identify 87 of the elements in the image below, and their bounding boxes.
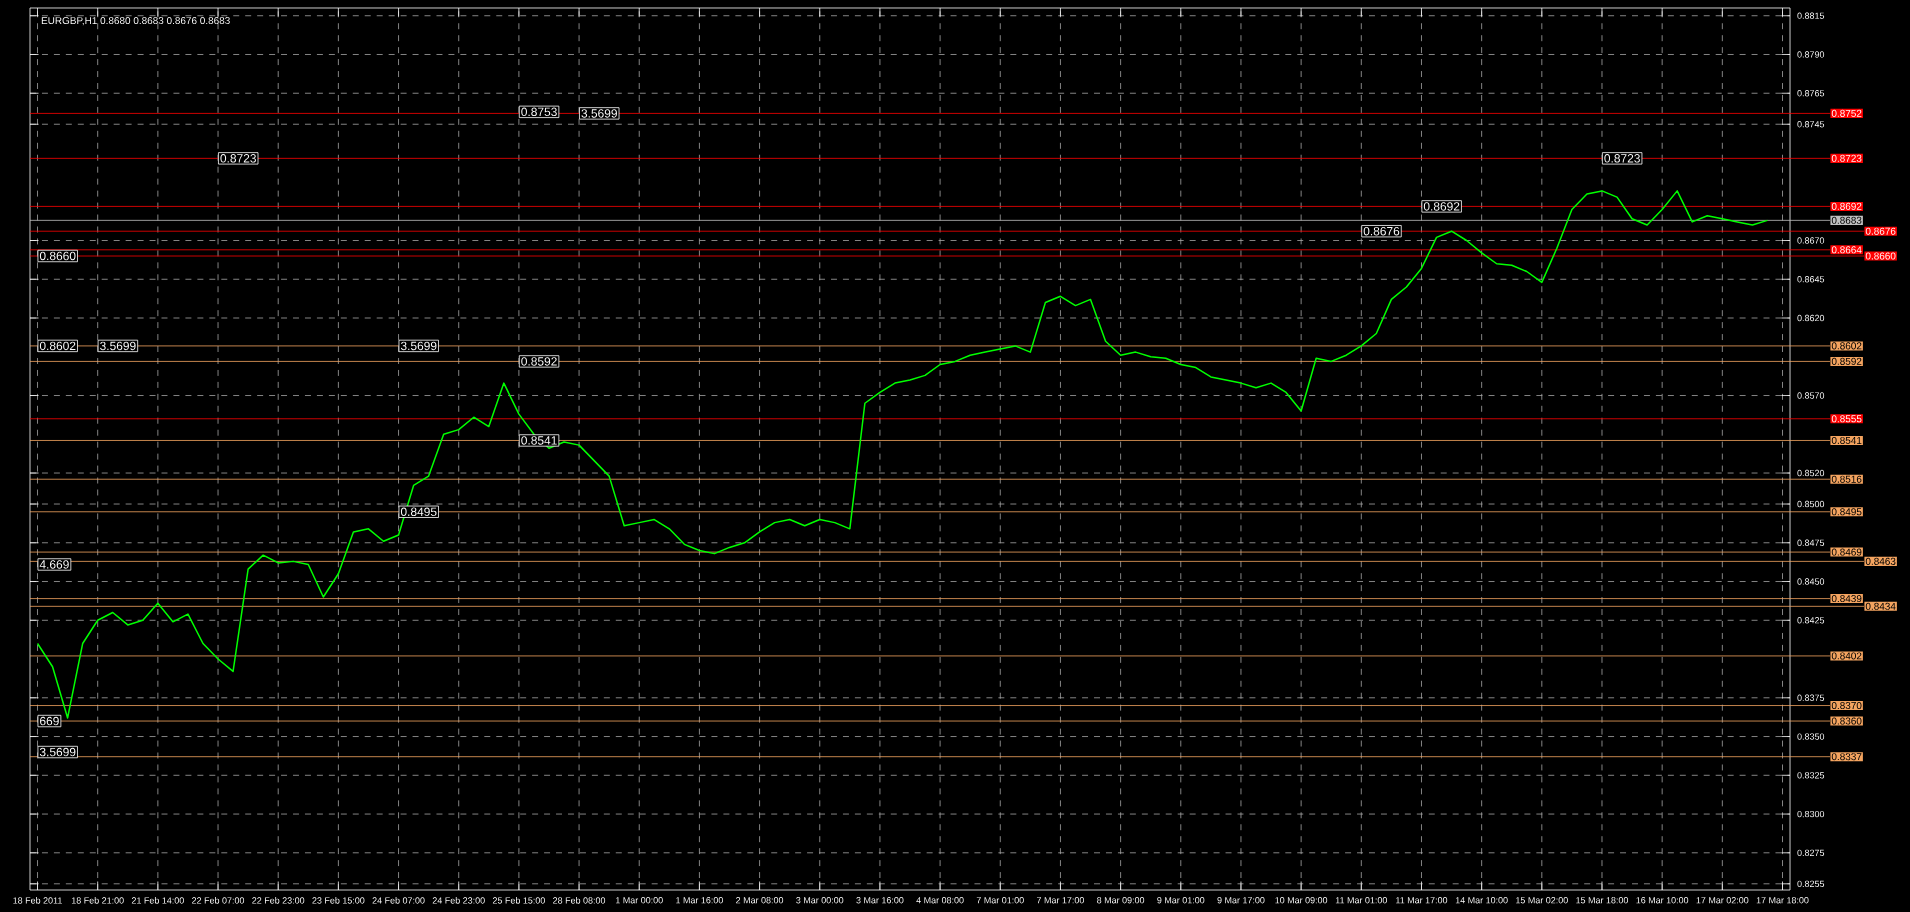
x-tick-label: 24 Feb 07:00 xyxy=(372,897,425,904)
x-tick-label: 1 Mar 00:00 xyxy=(616,897,663,904)
x-tick-label: 8 Mar 09:00 xyxy=(1097,897,1145,904)
y-tick-label: 0.8790 xyxy=(1797,51,1825,58)
ref-line-label: 0.8439 xyxy=(1831,595,1862,603)
x-tick-label: 17 Mar 18:00 xyxy=(1756,897,1809,904)
ref-line-label: 0.8752 xyxy=(1831,109,1862,117)
ref-line-label: 0.8602 xyxy=(1831,342,1862,350)
y-tick-label: 0.8570 xyxy=(1797,392,1825,399)
ref-line-label: 0.8676 xyxy=(1865,227,1896,235)
y-tick-label: 0.8425 xyxy=(1797,617,1825,624)
ref-line-label: 0.8402 xyxy=(1831,652,1862,660)
ref-line-label: 0.8337 xyxy=(1831,753,1862,761)
x-tick-label: 9 Mar 01:00 xyxy=(1157,897,1205,904)
annotation: 669 xyxy=(40,716,59,726)
x-tick-label: 11 Mar 17:00 xyxy=(1396,897,1448,904)
x-tick-label: 3 Mar 16:00 xyxy=(856,897,904,904)
ref-line-label: 0.8692 xyxy=(1831,202,1862,210)
ref-line-label: 0.8495 xyxy=(1831,508,1862,516)
y-tick-label: 0.8255 xyxy=(1797,880,1825,887)
y-tick-label: 0.8620 xyxy=(1797,314,1825,322)
y-tick-label: 0.8350 xyxy=(1797,733,1825,740)
x-tick-label: 15 Mar 02:00 xyxy=(1516,897,1568,904)
x-tick-label: 21 Feb 14:00 xyxy=(131,897,184,904)
annotation: 3.5699 xyxy=(39,747,76,757)
annotation: 0.8592 xyxy=(521,357,557,366)
ref-line-label: 0.8541 xyxy=(1831,436,1862,444)
ref-line-label: 0.8516 xyxy=(1831,475,1862,483)
x-tick-label: 11 Mar 01:00 xyxy=(1335,897,1388,904)
y-tick-label: 0.8325 xyxy=(1797,772,1825,779)
x-tick-label: 3 Mar 00:00 xyxy=(796,897,844,904)
y-tick-label: 0.8375 xyxy=(1797,694,1825,701)
annotation: 0.8723 xyxy=(1604,154,1640,163)
y-tick-label: 0.8645 xyxy=(1797,276,1825,283)
annotation: 0.8692 xyxy=(1423,202,1460,211)
x-tick-label: 2 Mar 08:00 xyxy=(736,897,784,904)
ref-line-label: 0.8683 xyxy=(1831,216,1862,224)
y-tick-label: 0.8520 xyxy=(1797,469,1825,477)
x-tick-label: 22 Feb 07:00 xyxy=(192,897,245,904)
ref-line-label: 0.8664 xyxy=(1831,246,1862,254)
ref-line-label: 0.8592 xyxy=(1831,357,1862,365)
ref-line-label: 0.8370 xyxy=(1831,702,1862,710)
y-tick-label: 0.8765 xyxy=(1797,90,1825,97)
y-tick-label: 0.8815 xyxy=(1797,12,1825,19)
y-tick-label: 0.8500 xyxy=(1797,500,1825,508)
annotation: 0.8676 xyxy=(1363,226,1400,236)
ref-line-label: 0.8660 xyxy=(1865,252,1896,260)
annotation: 0.8541 xyxy=(521,436,557,445)
ref-line-label: 0.8360 xyxy=(1831,717,1862,725)
y-tick-label: 0.8275 xyxy=(1797,849,1825,856)
annotation: 0.8495 xyxy=(400,507,437,517)
ref-line-label: 0.8555 xyxy=(1831,415,1862,423)
x-tick-label: 17 Mar 02:00 xyxy=(1696,897,1749,904)
x-tick-label: 1 Mar 16:00 xyxy=(676,897,723,904)
annotation: 3.5699 xyxy=(581,109,617,118)
annotation: 4.669 xyxy=(39,560,69,569)
x-tick-label: 7 Mar 01:00 xyxy=(976,897,1024,904)
ref-line-label: 0.8434 xyxy=(1865,602,1896,610)
x-tick-label: 9 Mar 17:00 xyxy=(1217,897,1265,904)
text: EURGBP,H1 0.8680 0.8683 0.8676 0.8683 xyxy=(41,17,230,26)
x-tick-label: 22 Feb 23:00 xyxy=(252,897,305,904)
x-tick-label: 10 Mar 09:00 xyxy=(1275,897,1328,904)
x-tick-label: 25 Feb 15:00 xyxy=(492,897,545,904)
annotation: 0.8602 xyxy=(39,341,76,351)
x-tick-label: 7 Mar 17:00 xyxy=(1036,897,1084,904)
x-tick-label: 16 Mar 10:00 xyxy=(1636,897,1689,904)
annotation: 3.5699 xyxy=(400,341,437,351)
y-tick-label: 0.8670 xyxy=(1797,237,1825,244)
x-tick-label: 18 Feb 21:00 xyxy=(71,897,124,904)
x-tick-label: 15 Mar 18:00 xyxy=(1576,897,1629,904)
ref-line-label: 0.8469 xyxy=(1831,548,1862,556)
x-tick-label: 23 Feb 15:00 xyxy=(312,897,365,904)
x-tick-label: 14 Mar 10:00 xyxy=(1455,897,1508,904)
x-tick-label: 18 Feb 2011 xyxy=(13,897,62,904)
x-tick-label: 4 Mar 08:00 xyxy=(916,897,964,904)
y-tick-label: 0.8450 xyxy=(1797,578,1825,585)
annotation: 0.8723 xyxy=(220,154,256,163)
x-tick-label: 28 Feb 08:00 xyxy=(553,897,606,904)
y-tick-label: 0.8745 xyxy=(1797,121,1825,128)
ref-line-label: 0.8723 xyxy=(1831,154,1862,162)
y-tick-label: 0.8475 xyxy=(1797,539,1825,546)
y-tick-label: 0.8300 xyxy=(1797,810,1825,818)
annotation: 3.5699 xyxy=(100,341,136,351)
annotation: 0.8753 xyxy=(521,107,557,117)
ref-line-label: 0.8463 xyxy=(1865,557,1896,565)
x-tick-label: 24 Feb 23:00 xyxy=(432,897,485,904)
annotation: 0.8660 xyxy=(39,251,76,261)
